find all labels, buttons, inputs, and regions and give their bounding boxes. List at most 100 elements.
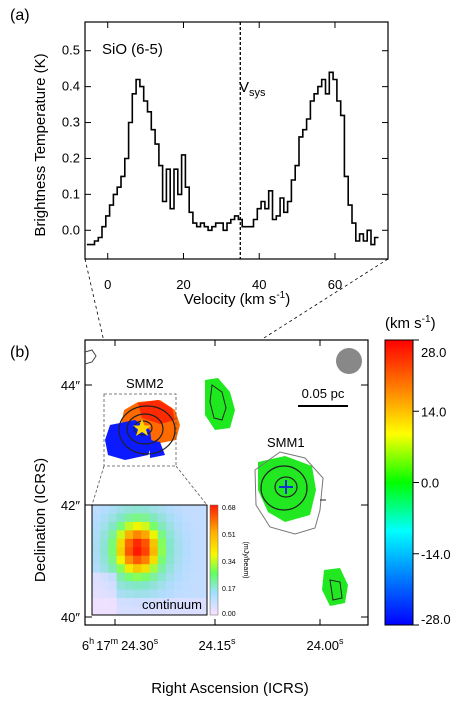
continuum-pixel <box>198 606 208 616</box>
continuum-pixel <box>190 589 200 599</box>
continuum-pixel <box>157 513 167 523</box>
continuum-pixel <box>182 555 191 565</box>
continuum-pixel <box>108 538 118 548</box>
panel-a-xlabel-tail: ) <box>285 291 290 308</box>
continuum-pixel <box>116 598 126 607</box>
continuum-pixel <box>198 505 208 514</box>
continuum-pixel <box>157 530 167 540</box>
continuum-pixel <box>116 505 126 514</box>
velocity-colorbar-ticks: 28.0 14.0 0.0 -14.0 -28.0 <box>413 339 451 627</box>
continuum-pixel <box>157 521 167 531</box>
continuum-inset: continuum 0.68 0.51 0.34 0.17 0.00 (mJy/… <box>91 504 249 618</box>
continuum-pixel <box>174 530 183 540</box>
continuum-pixel <box>100 538 109 548</box>
panel-a-y-axis-label: Brightness Temperature (K) <box>32 53 49 236</box>
continuum-pixel <box>124 598 134 607</box>
dec-tick-44-unit: ″ <box>75 378 80 393</box>
continuum-pixel <box>157 547 167 557</box>
continuum-pixel-grid <box>92 505 208 616</box>
continuum-pixel <box>100 521 109 531</box>
continuum-pixel <box>133 564 142 574</box>
continuum-pixel <box>198 598 208 607</box>
continuum-pixel <box>141 572 150 582</box>
continuum-pixel <box>149 555 159 565</box>
vsys-label-sub: sys <box>249 87 266 99</box>
continuum-pixel <box>165 547 175 557</box>
continuum-pixel <box>133 521 142 531</box>
colorbar-unit-main: (km s <box>385 315 422 332</box>
continuum-pixel <box>157 555 167 565</box>
continuum-pixel <box>165 598 175 607</box>
continuum-cb-tick-1: 0.51 <box>222 532 236 539</box>
continuum-pixel <box>182 572 191 582</box>
dec-tick-40-value: 40 <box>61 610 75 625</box>
continuum-pixel <box>141 538 150 548</box>
continuum-pixel <box>174 505 183 514</box>
continuum-pixel <box>157 606 167 616</box>
panel-b-ticks <box>85 340 368 625</box>
ra-tick-24-00-unit: s <box>339 636 344 646</box>
panel-b-label: (b) <box>10 344 30 361</box>
continuum-pixel <box>133 538 142 548</box>
continuum-pixel <box>92 555 101 565</box>
smm2-label: SMM2 <box>126 376 164 391</box>
continuum-pixel <box>108 513 118 523</box>
continuum-pixel <box>133 598 142 607</box>
ra-tick-24-00: 24.00s <box>306 636 344 653</box>
continuum-pixel <box>149 521 159 531</box>
continuum-pixel <box>116 521 126 531</box>
continuum-pixel <box>182 598 191 607</box>
continuum-pixel <box>198 581 208 591</box>
continuum-pixel <box>100 564 109 574</box>
continuum-cb-unit-text: (mJy/beam) <box>242 542 249 579</box>
continuum-pixel <box>149 572 159 582</box>
continuum-pixel <box>92 589 101 599</box>
continuum-pixel <box>108 505 118 514</box>
continuum-pixel <box>116 572 126 582</box>
continuum-pixel <box>174 555 183 565</box>
continuum-pixel <box>174 581 183 591</box>
continuum-pixel <box>92 547 101 557</box>
continuum-pixel <box>100 572 109 582</box>
panel-a-y-ticks: 0.0 0.1 0.2 0.3 0.4 0.5 <box>62 43 388 237</box>
continuum-pixel <box>116 581 126 591</box>
continuum-pixel <box>92 505 101 514</box>
continuum-pixel <box>149 505 159 514</box>
dec-tick-44: 44″ <box>61 378 80 393</box>
continuum-pixel <box>149 589 159 599</box>
continuum-pixel <box>92 530 101 540</box>
continuum-pixel <box>190 547 200 557</box>
continuum-pixel <box>133 530 142 540</box>
ra-hours: 6 <box>82 638 89 653</box>
continuum-pixel <box>92 598 101 607</box>
continuum-pixel <box>100 589 109 599</box>
continuum-pixel <box>92 538 101 548</box>
continuum-colorbar <box>209 504 219 616</box>
continuum-pixel <box>108 564 118 574</box>
panel-a-xlabel: Velocity (km s-1) <box>184 290 290 308</box>
continuum-pixel <box>108 521 118 531</box>
scalebar-label: 0.05 pc <box>302 386 345 401</box>
continuum-inset-frame <box>91 504 208 616</box>
continuum-pixel <box>100 505 109 514</box>
continuum-pixel <box>190 598 200 607</box>
panel-a-ylabel-text: Brightness Temperature (K) <box>32 53 49 236</box>
continuum-pixel <box>198 589 208 599</box>
continuum-pixel <box>165 538 175 548</box>
green-knot-south-contour <box>329 579 343 601</box>
continuum-pixel <box>157 581 167 591</box>
continuum-pixel <box>182 564 191 574</box>
continuum-pixel <box>133 589 142 599</box>
continuum-pixel <box>100 555 109 565</box>
continuum-pixel <box>149 538 159 548</box>
panel-b-xlabel: Right Ascension (ICRS) <box>151 680 309 697</box>
continuum-pixel <box>133 505 142 514</box>
panel-b-ylabel-text: Declination (ICRS) <box>32 458 49 582</box>
panel-a-ytick-label: 0.2 <box>62 150 80 165</box>
continuum-pixel <box>116 564 126 574</box>
continuum-pixel <box>133 581 142 591</box>
continuum-pixel <box>165 564 175 574</box>
panel-a-xlabel-main: Velocity (km s <box>184 291 277 308</box>
continuum-pixel <box>124 538 134 548</box>
